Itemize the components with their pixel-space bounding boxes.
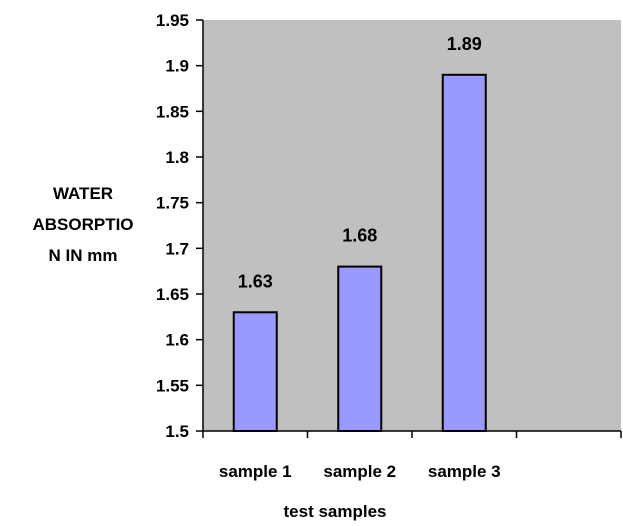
category-label: sample 2 (323, 462, 396, 481)
y-axis-title: WATER ABSORPTIO N IN mm (32, 184, 133, 265)
bar-sample-1 (232, 311, 278, 432)
y-tick-label: 1.5 (165, 422, 189, 441)
category-labels: sample 1 sample 2 sample 3 (219, 462, 501, 481)
y-ticks: 1.5 1.55 1.6 1.65 1.7 1.75 1.8 1.85 1.9 1.95 (156, 11, 203, 441)
data-label: 1.68 (342, 226, 377, 246)
y-tick-label: 1.85 (156, 102, 189, 121)
bars (232, 73, 487, 433)
y-tick-label: 1.8 (165, 148, 189, 167)
data-label: 1.89 (447, 34, 482, 54)
y-tick-label: 1.95 (156, 11, 189, 30)
x-axis-title: test samples (284, 502, 387, 521)
data-labels: 1.63 1.68 1.89 (238, 34, 482, 291)
y-tick-label: 1.9 (165, 57, 189, 76)
y-axis-title-line: ABSORPTIO (32, 215, 133, 234)
y-tick-label: 1.75 (156, 194, 189, 213)
data-label: 1.63 (238, 271, 273, 291)
category-label: sample 1 (219, 462, 292, 481)
bar-sample-2 (337, 265, 383, 432)
y-axis-title-line: N IN mm (49, 246, 118, 265)
y-axis-title-line: WATER (53, 184, 113, 203)
category-label: sample 3 (428, 462, 501, 481)
x-ticks (202, 431, 622, 438)
y-tick-label: 1.7 (165, 239, 189, 258)
y-tick-label: 1.6 (165, 331, 189, 350)
y-tick-label: 1.65 (156, 285, 189, 304)
bar-sample-3 (441, 73, 487, 433)
y-tick-label: 1.55 (156, 376, 189, 395)
